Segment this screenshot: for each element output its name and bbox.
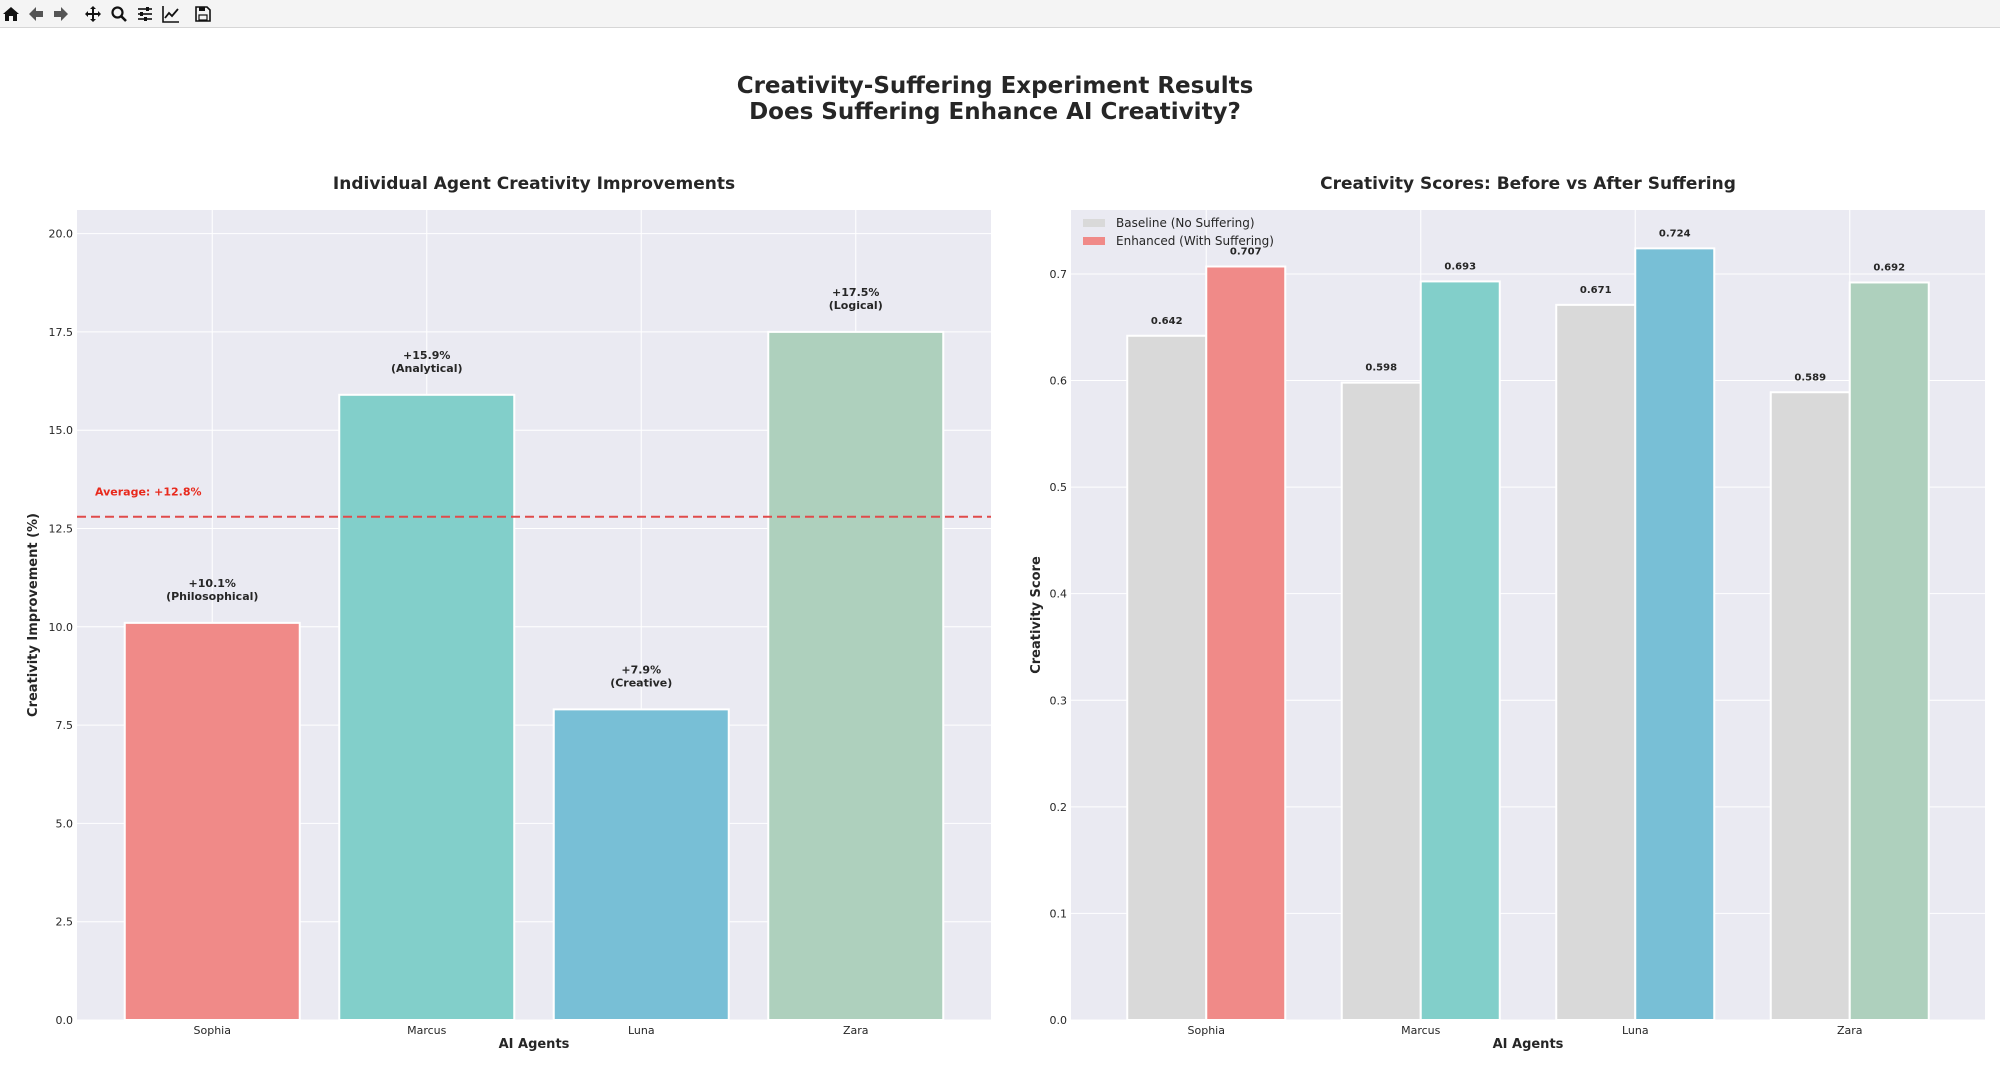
improvement-xlabel: AI Agents <box>499 1037 570 1052</box>
scores-xlabel: AI Agents <box>1493 1037 1564 1052</box>
scores-ytick-label: 0.6 <box>1050 375 1068 388</box>
baseline-bar <box>1769 391 1851 1021</box>
enhanced-value-label: 0.693 <box>1444 261 1476 272</box>
legend-label: Baseline (No Suffering) <box>1116 216 1255 230</box>
enhanced-bar <box>1634 247 1716 1022</box>
scores-ytick-label: 0.3 <box>1050 694 1068 707</box>
baseline-value-label: 0.589 <box>1794 372 1826 383</box>
average-label: Average: +12.8% <box>95 486 202 499</box>
improvement-xtick-label: Luna <box>628 1024 655 1037</box>
improvement-ytick-label: 17.5 <box>49 326 74 339</box>
suptitle-line-1: Creativity-Suffering Experiment Results <box>737 73 1254 99</box>
baseline-bar <box>1340 381 1422 1021</box>
forward-arrow-icon[interactable] <box>50 3 72 25</box>
scores-ytick-label: 0.4 <box>1050 588 1068 601</box>
baseline-bar <box>1126 334 1208 1021</box>
improvement-bar <box>552 708 730 1022</box>
scores-ytick-label: 0.7 <box>1050 268 1068 281</box>
figure-canvas: Creativity-Suffering Experiment Results … <box>0 29 2000 1065</box>
enhanced-value-label: 0.692 <box>1873 262 1905 273</box>
zoom-icon[interactable] <box>108 3 130 25</box>
scores-title: Creativity Scores: Before vs After Suffe… <box>1320 174 1736 194</box>
improvement-value-label: +15.9% <box>403 349 450 362</box>
improvement-xtick-label: Sophia <box>194 1024 231 1037</box>
improvement-ytick-label: 7.5 <box>56 719 74 732</box>
configure-subplots-icon[interactable] <box>134 3 156 25</box>
legend-swatch <box>1083 219 1105 227</box>
enhanced-value-label: 0.707 <box>1230 246 1262 257</box>
improvement-ytick-label: 10.0 <box>49 621 74 634</box>
legend-label: Enhanced (With Suffering) <box>1116 234 1274 248</box>
improvement-bar <box>123 621 301 1021</box>
improvement-value-label: +17.5% <box>832 286 879 299</box>
back-arrow-icon[interactable] <box>25 3 47 25</box>
enhanced-bar <box>1848 281 1930 1021</box>
figure-svg: Creativity-Suffering Experiment Results … <box>26 73 1985 1052</box>
improvement-ytick-label: 20.0 <box>49 228 74 241</box>
improvement-type-label: (Philosophical) <box>166 590 258 603</box>
improvement-xtick-label: Zara <box>843 1024 869 1037</box>
pan-icon[interactable] <box>82 3 104 25</box>
scores-xtick-label: Marcus <box>1401 1024 1441 1037</box>
improvement-type-label: (Logical) <box>829 299 883 312</box>
scores-ytick-label: 0.2 <box>1050 801 1068 814</box>
improvement-title: Individual Agent Creativity Improvements <box>333 174 735 194</box>
improvement-ytick-label: 5.0 <box>56 817 74 830</box>
improvement-bar <box>338 393 516 1021</box>
scores-ytick-label: 0.5 <box>1050 481 1068 494</box>
scores-ytick-label: 0.0 <box>1050 1014 1068 1027</box>
improvement-ylabel: Creativity Improvement (%) <box>26 513 41 717</box>
toolbar <box>0 0 2000 28</box>
improvement-value-label: +7.9% <box>621 663 661 676</box>
baseline-value-label: 0.671 <box>1580 285 1612 296</box>
scores-chart: 0.0 0.1 0.2 0.3 0.4 0.5 0.6 0.7 Sophia Marcus Luna… <box>1029 174 1985 1052</box>
scores-xtick-label: Sophia <box>1188 1024 1225 1037</box>
scores-xtick-label: Luna <box>1622 1024 1649 1037</box>
edit-axes-icon[interactable] <box>160 3 182 25</box>
enhanced-bar <box>1205 265 1287 1022</box>
improvement-bar <box>767 330 945 1022</box>
baseline-value-label: 0.598 <box>1365 363 1397 374</box>
suptitle-line-2: Does Suffering Enhance AI Creativity? <box>749 99 1241 125</box>
baseline-value-label: 0.642 <box>1151 316 1183 327</box>
improvement-xtick-label: Marcus <box>407 1024 447 1037</box>
home-icon[interactable] <box>0 3 22 25</box>
improvement-type-label: (Creative) <box>610 676 672 689</box>
improvement-ytick-label: 0.0 <box>56 1014 74 1027</box>
improvement-ytick-label: 12.5 <box>49 522 74 535</box>
legend-swatch <box>1083 237 1105 245</box>
enhanced-value-label: 0.724 <box>1659 228 1691 239</box>
scores-ylabel: Creativity Score <box>1029 556 1044 674</box>
scores-legend: Baseline (No Suffering) Enhanced (With Su… <box>1083 216 1274 248</box>
scores-ytick-label: 0.1 <box>1050 907 1068 920</box>
improvement-ytick-label: 15.0 <box>49 424 74 437</box>
improvement-value-label: +10.1% <box>189 577 236 590</box>
baseline-bar <box>1555 303 1637 1021</box>
enhanced-bar <box>1419 280 1501 1021</box>
improvement-chart: 0.0 2.5 5.0 7.5 10.0 12.5 15.0 17.5 20.0 Sophia Ma… <box>26 174 991 1052</box>
scores-xtick-label: Zara <box>1837 1024 1863 1037</box>
improvement-ytick-label: 2.5 <box>56 916 74 929</box>
improvement-type-label: (Analytical) <box>391 362 463 375</box>
save-icon[interactable] <box>192 3 214 25</box>
